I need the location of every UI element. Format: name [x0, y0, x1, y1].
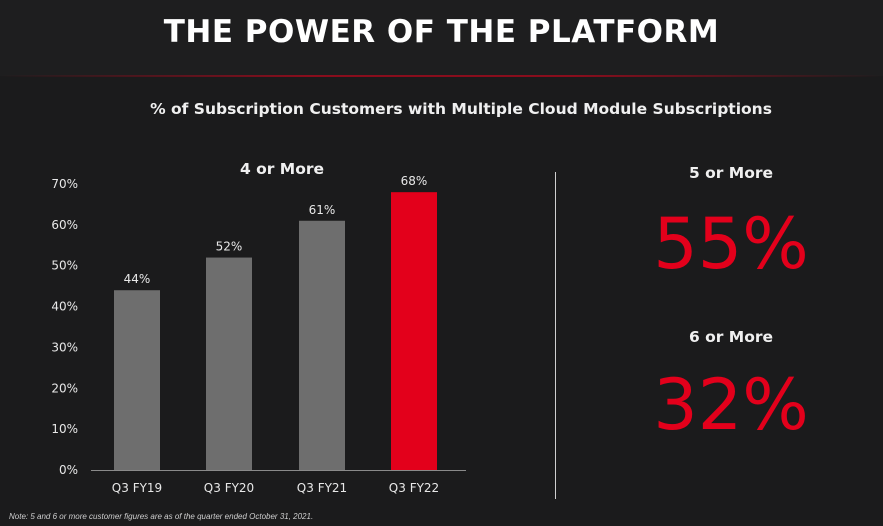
bar — [299, 220, 345, 470]
bar-data-label: 52% — [216, 240, 243, 254]
metric-value-5-or-more: 55% — [653, 203, 809, 285]
y-tick-label: 10% — [51, 422, 78, 436]
metric-label-5-or-more: 5 or More — [688, 164, 774, 182]
y-tick-label: 50% — [51, 259, 78, 273]
section-divider — [555, 172, 556, 499]
x-category-label: Q3 FY21 — [297, 481, 347, 495]
x-category-label: Q3 FY20 — [204, 481, 254, 495]
bar-data-label: 44% — [124, 272, 151, 286]
x-category-label: Q3 FY19 — [112, 481, 162, 495]
chart-subtitle: % of Subscription Customers with Multipl… — [150, 100, 772, 118]
page-title: THE POWER OF THE PLATFORM — [163, 14, 720, 50]
bar-chart: 4 or More 0% 10% 20% 30% 40% 50% 60% 70% 44% 52%… — [51, 160, 466, 495]
bar — [206, 257, 252, 470]
x-category-label: Q3 FY22 — [389, 481, 439, 495]
y-tick-label: 0% — [59, 463, 78, 477]
y-tick-label: 40% — [51, 300, 78, 314]
metric-label-6-or-more: 6 or More — [688, 328, 774, 346]
bar-data-label: 68% — [401, 174, 428, 188]
bar — [391, 192, 437, 470]
y-tick-label: 30% — [51, 340, 78, 354]
bar-data-label: 61% — [309, 203, 336, 217]
y-tick-label: 20% — [51, 381, 78, 395]
y-tick-label: 60% — [51, 218, 78, 232]
bar — [114, 290, 160, 470]
header-bar — [0, 0, 883, 76]
footnote: Note: 5 and 6 or more customer figures a… — [9, 512, 314, 521]
metric-value-6-or-more: 32% — [653, 364, 809, 446]
chart-title: 4 or More — [240, 160, 324, 178]
header-divider — [0, 75, 883, 77]
y-tick-label: 70% — [51, 177, 78, 191]
